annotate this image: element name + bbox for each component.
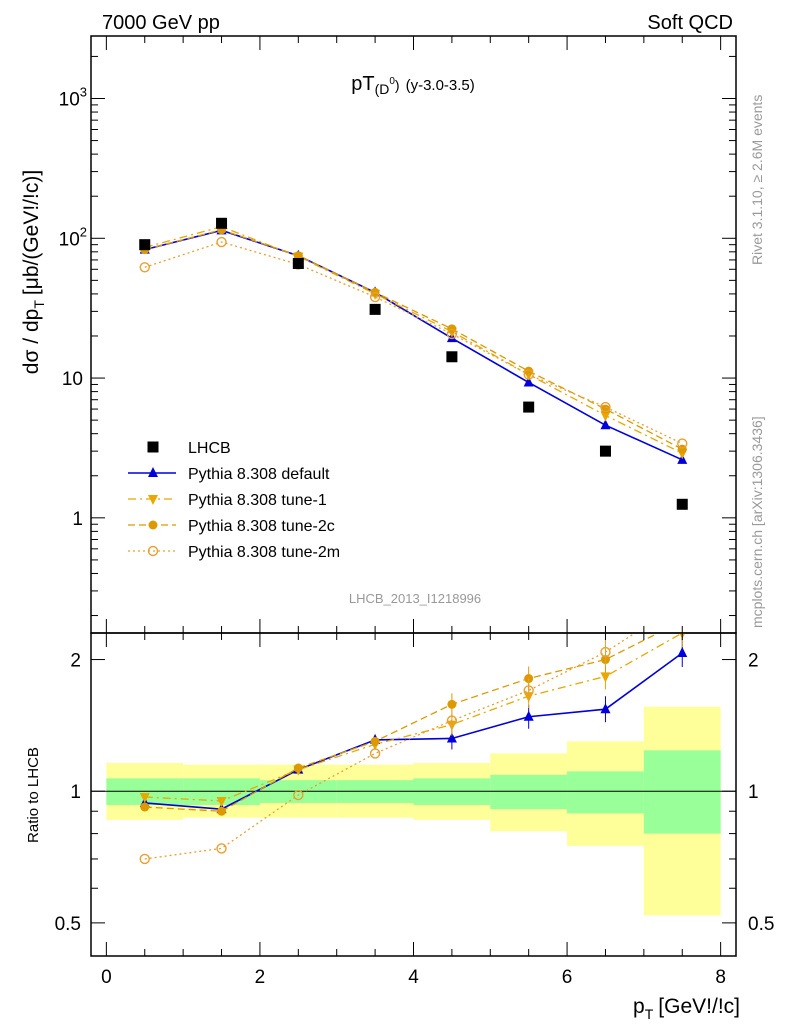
- ratio-y-tick-label: 0.5: [55, 914, 81, 935]
- ratio-point-tune1: [216, 796, 227, 807]
- ratio-line-tune2c: [144, 633, 660, 812]
- band-green-bin: [567, 771, 644, 814]
- data-point-lhcb: [446, 351, 458, 363]
- x-tick-label: 2: [255, 967, 266, 988]
- legend-entry-data: LHCB: [147, 440, 231, 457]
- analysis-id: LHCB_2013_I1218996: [349, 591, 481, 606]
- rivet-version-label: Rivet 3.1.10, ≥ 2.6M events: [749, 95, 765, 265]
- x-tick-label: 6: [562, 967, 573, 988]
- legend-entry-tune1: Pythia 8.308 tune-1: [128, 492, 327, 509]
- point-tune2m: [446, 328, 458, 340]
- ratio-y-tick-label-right: 1: [748, 782, 759, 803]
- point-tune1: [600, 411, 611, 422]
- lower-panel: 0.5 0.5 1 1 2 2 0 2 4 6 8 Ratio to LHCB pT [GeV!/!c…: [25, 598, 774, 1022]
- y-tick-label: 102: [59, 224, 87, 250]
- x-tick-label: 4: [408, 967, 419, 988]
- ratio-point-tune2c: [678, 616, 687, 625]
- y-tick-label: 10: [62, 369, 83, 390]
- legend-marker-tune2m: [147, 545, 159, 557]
- ratio-point-tune2m: [293, 789, 304, 801]
- series-line-tune1: [144, 226, 683, 454]
- ratio-point-tune2m: [523, 685, 534, 696]
- ratio-point-default: [523, 710, 534, 721]
- series-line-tune2c: [144, 229, 683, 450]
- legend-label-tune2c: Pythia 8.308 tune-2c: [188, 518, 335, 535]
- legend-entry-tune2c: Pythia 8.308 tune-2c: [128, 518, 335, 535]
- legend-marker-tune2c: [148, 520, 158, 530]
- ratio-point-tune2m: [678, 598, 687, 607]
- ratio-point-default: [446, 732, 457, 743]
- band-green-bin: [490, 774, 568, 810]
- data-point-lhcb: [676, 498, 688, 510]
- ratio-y-tick-label-right: 2: [748, 651, 759, 672]
- legend-entry-tune2m: Pythia 8.308 tune-2m: [128, 544, 340, 561]
- series-line-tune2m: [144, 241, 683, 445]
- data-point-lhcb: [523, 401, 535, 413]
- ratio-point-tune2m: [446, 715, 458, 726]
- ratio-point-tune2c: [370, 736, 380, 746]
- ratio-point-default: [677, 647, 688, 658]
- y-tick-label: 103: [59, 85, 87, 111]
- data-point-lhcb: [292, 258, 304, 270]
- ratio-point-tune2m: [139, 853, 150, 865]
- x-axis-label: pT [GeV!/!c]: [633, 995, 740, 1022]
- ratio-point-tune2m: [600, 646, 611, 658]
- ratio-point-tune1: [600, 672, 611, 683]
- point-tune2c: [524, 366, 534, 376]
- legend-label-tune2m: Pythia 8.308 tune-2m: [188, 544, 340, 561]
- ratio-line-default: [144, 652, 683, 810]
- ratio-point-tune2m: [369, 748, 381, 759]
- lower-ylabel: Ratio to LHCB: [25, 747, 42, 843]
- legend-label-data: LHCB: [188, 440, 231, 457]
- x-tick-label: 0: [101, 967, 112, 988]
- point-tune2c: [293, 251, 303, 261]
- ratio-point-tune1: [139, 793, 150, 804]
- header-left: 7000 GeV pp: [102, 12, 220, 34]
- header-right: Soft QCD: [647, 12, 733, 34]
- data-point-lhcb: [216, 217, 228, 229]
- ratio-point-tune2c: [140, 802, 150, 812]
- ratio-y-tick-label: 2: [70, 651, 81, 672]
- ratio-point-default: [600, 703, 611, 714]
- upper-ylabel: dσ / dpT[μb/(GeV!/!c)]: [20, 170, 47, 374]
- legend-label-default: Pythia 8.308 default: [188, 466, 330, 483]
- ratio-line-tune2m: [144, 633, 637, 860]
- point-tune2m: [139, 262, 150, 273]
- ratio-point-tune2m: [216, 843, 227, 854]
- y-tick-label: 1: [72, 509, 83, 530]
- point-tune2m: [600, 401, 611, 413]
- point-tune2m: [216, 236, 227, 248]
- ratio-y-tick-label: 1: [70, 782, 81, 803]
- mcplots-label: mcplots.cern.ch [arXiv:1306.3436]: [749, 416, 765, 628]
- data-point-lhcb: [599, 445, 611, 457]
- ratio-line-tune1: [144, 633, 683, 802]
- point-tune2m: [523, 369, 534, 380]
- upper-title: pT(D0) (y-3.0-3.5): [351, 73, 475, 97]
- series-line-default: [144, 229, 683, 461]
- data-point-lhcb: [369, 303, 381, 315]
- ratio-y-tick-label-right: 0.5: [748, 914, 774, 935]
- legend-marker-default: [148, 467, 158, 477]
- point-default: [523, 376, 534, 387]
- legend-entry-default: Pythia 8.308 default: [128, 466, 330, 483]
- legend: LHCB Pythia 8.308 default Pythia 8.308 tun…: [128, 440, 340, 561]
- point-tune2m: [369, 291, 381, 303]
- x-tick-label: 8: [715, 967, 726, 988]
- data-point-lhcb: [139, 239, 151, 251]
- upper-panel: 1 10 102 103 pT(D0) (y-3.0-3.5) dσ / dpT[μb/…: [20, 35, 737, 634]
- ratio-point-tune2c: [217, 806, 227, 816]
- point-tune2m: [677, 438, 688, 449]
- band-green-bin: [643, 750, 721, 834]
- ratio-point-tune2c: [293, 763, 303, 773]
- legend-marker-lhcb: [147, 441, 159, 453]
- point-default: [600, 419, 611, 430]
- legend-marker-tune1: [148, 495, 158, 505]
- ratio-point-tune2c: [447, 699, 457, 709]
- legend-label-tune1: Pythia 8.308 tune-1: [188, 492, 327, 509]
